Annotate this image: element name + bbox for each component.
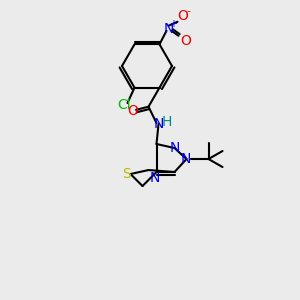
Text: H: H <box>161 115 172 129</box>
Text: N: N <box>169 141 180 155</box>
Text: N: N <box>153 117 164 131</box>
Text: O: O <box>177 9 188 23</box>
Text: S: S <box>122 167 131 181</box>
Text: O: O <box>128 104 139 118</box>
Text: N: N <box>180 152 191 166</box>
Text: -: - <box>187 6 190 16</box>
Text: +: + <box>169 19 178 29</box>
Text: N: N <box>163 22 174 36</box>
Text: N: N <box>149 171 160 185</box>
Text: Cl: Cl <box>118 98 131 112</box>
Text: O: O <box>180 34 191 48</box>
